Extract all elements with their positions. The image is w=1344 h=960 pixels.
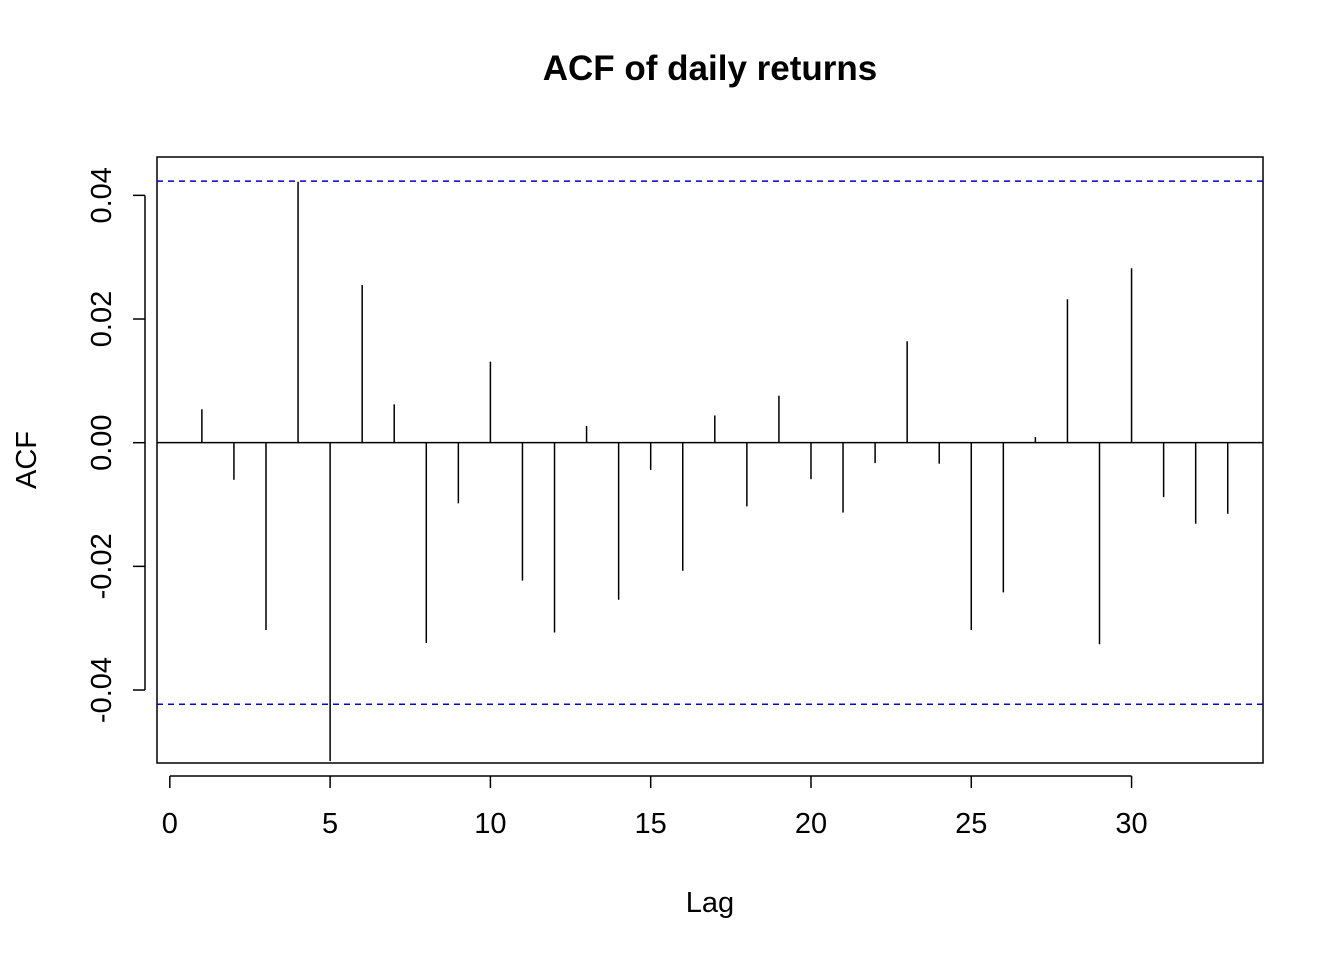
chart-title: ACF of daily returns	[543, 49, 877, 88]
x-tick-label: 0	[162, 808, 178, 840]
y-tick-label: -0.02	[86, 533, 118, 599]
x-tick-label: 10	[474, 808, 506, 840]
x-axis-label: Lag	[686, 887, 734, 919]
y-tick-label: -0.04	[86, 657, 118, 723]
y-tick-label: 0.04	[86, 167, 118, 223]
x-tick-label: 30	[1115, 808, 1147, 840]
x-tick-label: 15	[635, 808, 667, 840]
plot-area: 0 5 10 15 20 25 30 -0.04 -0.02 0.00 0.02 0.04	[86, 156, 1264, 840]
y-axis-label: ACF	[11, 431, 43, 489]
plot-frame	[156, 156, 1264, 764]
y-tick-label: 0.02	[86, 291, 118, 347]
x-tick-label: 5	[322, 808, 338, 840]
x-tick-label: 25	[955, 808, 987, 840]
y-tick-label: 0.00	[86, 414, 118, 470]
x-tick-label: 20	[795, 808, 827, 840]
